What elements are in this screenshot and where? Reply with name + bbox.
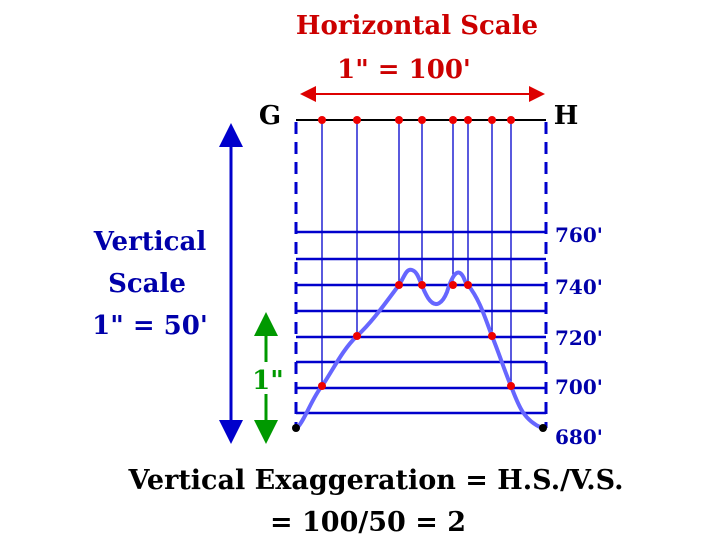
topographic-profile — [295, 267, 544, 430]
section-point — [507, 116, 515, 124]
vertical-scale-line2: Scale — [108, 269, 186, 299]
horizontal-scale-ratio: 1" = 100' — [337, 55, 471, 85]
endpoint-left — [292, 424, 300, 432]
formula-line1: Vertical Exaggeration = H.S./V.S. — [127, 465, 623, 496]
one-inch-label-bg — [248, 362, 288, 394]
endpoint-right — [539, 424, 547, 432]
point-label-g: G — [259, 101, 281, 131]
section-point — [464, 116, 472, 124]
horizontal-scale-title: Horizontal Scale — [296, 11, 538, 41]
point-label-h: H — [554, 101, 579, 131]
profile-point — [395, 281, 403, 289]
elevation-label: 680' — [555, 425, 603, 449]
profile-point — [353, 332, 361, 340]
profile-point — [464, 281, 472, 289]
section-point — [353, 116, 361, 124]
section-point — [418, 116, 426, 124]
elevation-label: 740' — [555, 275, 603, 299]
one-inch-label: 1" — [252, 366, 284, 396]
projection-lines — [321, 120, 512, 386]
vertical-scale-line1: Vertical — [93, 227, 207, 257]
profile-point — [507, 382, 515, 390]
profile-point — [449, 281, 457, 289]
section-point — [449, 116, 457, 124]
profile-point — [318, 382, 326, 390]
section-point — [395, 116, 403, 124]
elevation-label: 760' — [555, 223, 603, 247]
section-points — [318, 116, 515, 124]
profile-point — [488, 332, 496, 340]
section-point — [318, 116, 326, 124]
elevation-label: 700' — [555, 375, 603, 399]
profile-point — [418, 281, 426, 289]
section-point — [488, 116, 496, 124]
profile-points — [318, 281, 515, 390]
vertical-scale-line3: 1" = 50' — [92, 311, 208, 341]
formula-line2: = 100/50 = 2 — [270, 507, 466, 538]
elevation-label: 720' — [555, 326, 603, 350]
